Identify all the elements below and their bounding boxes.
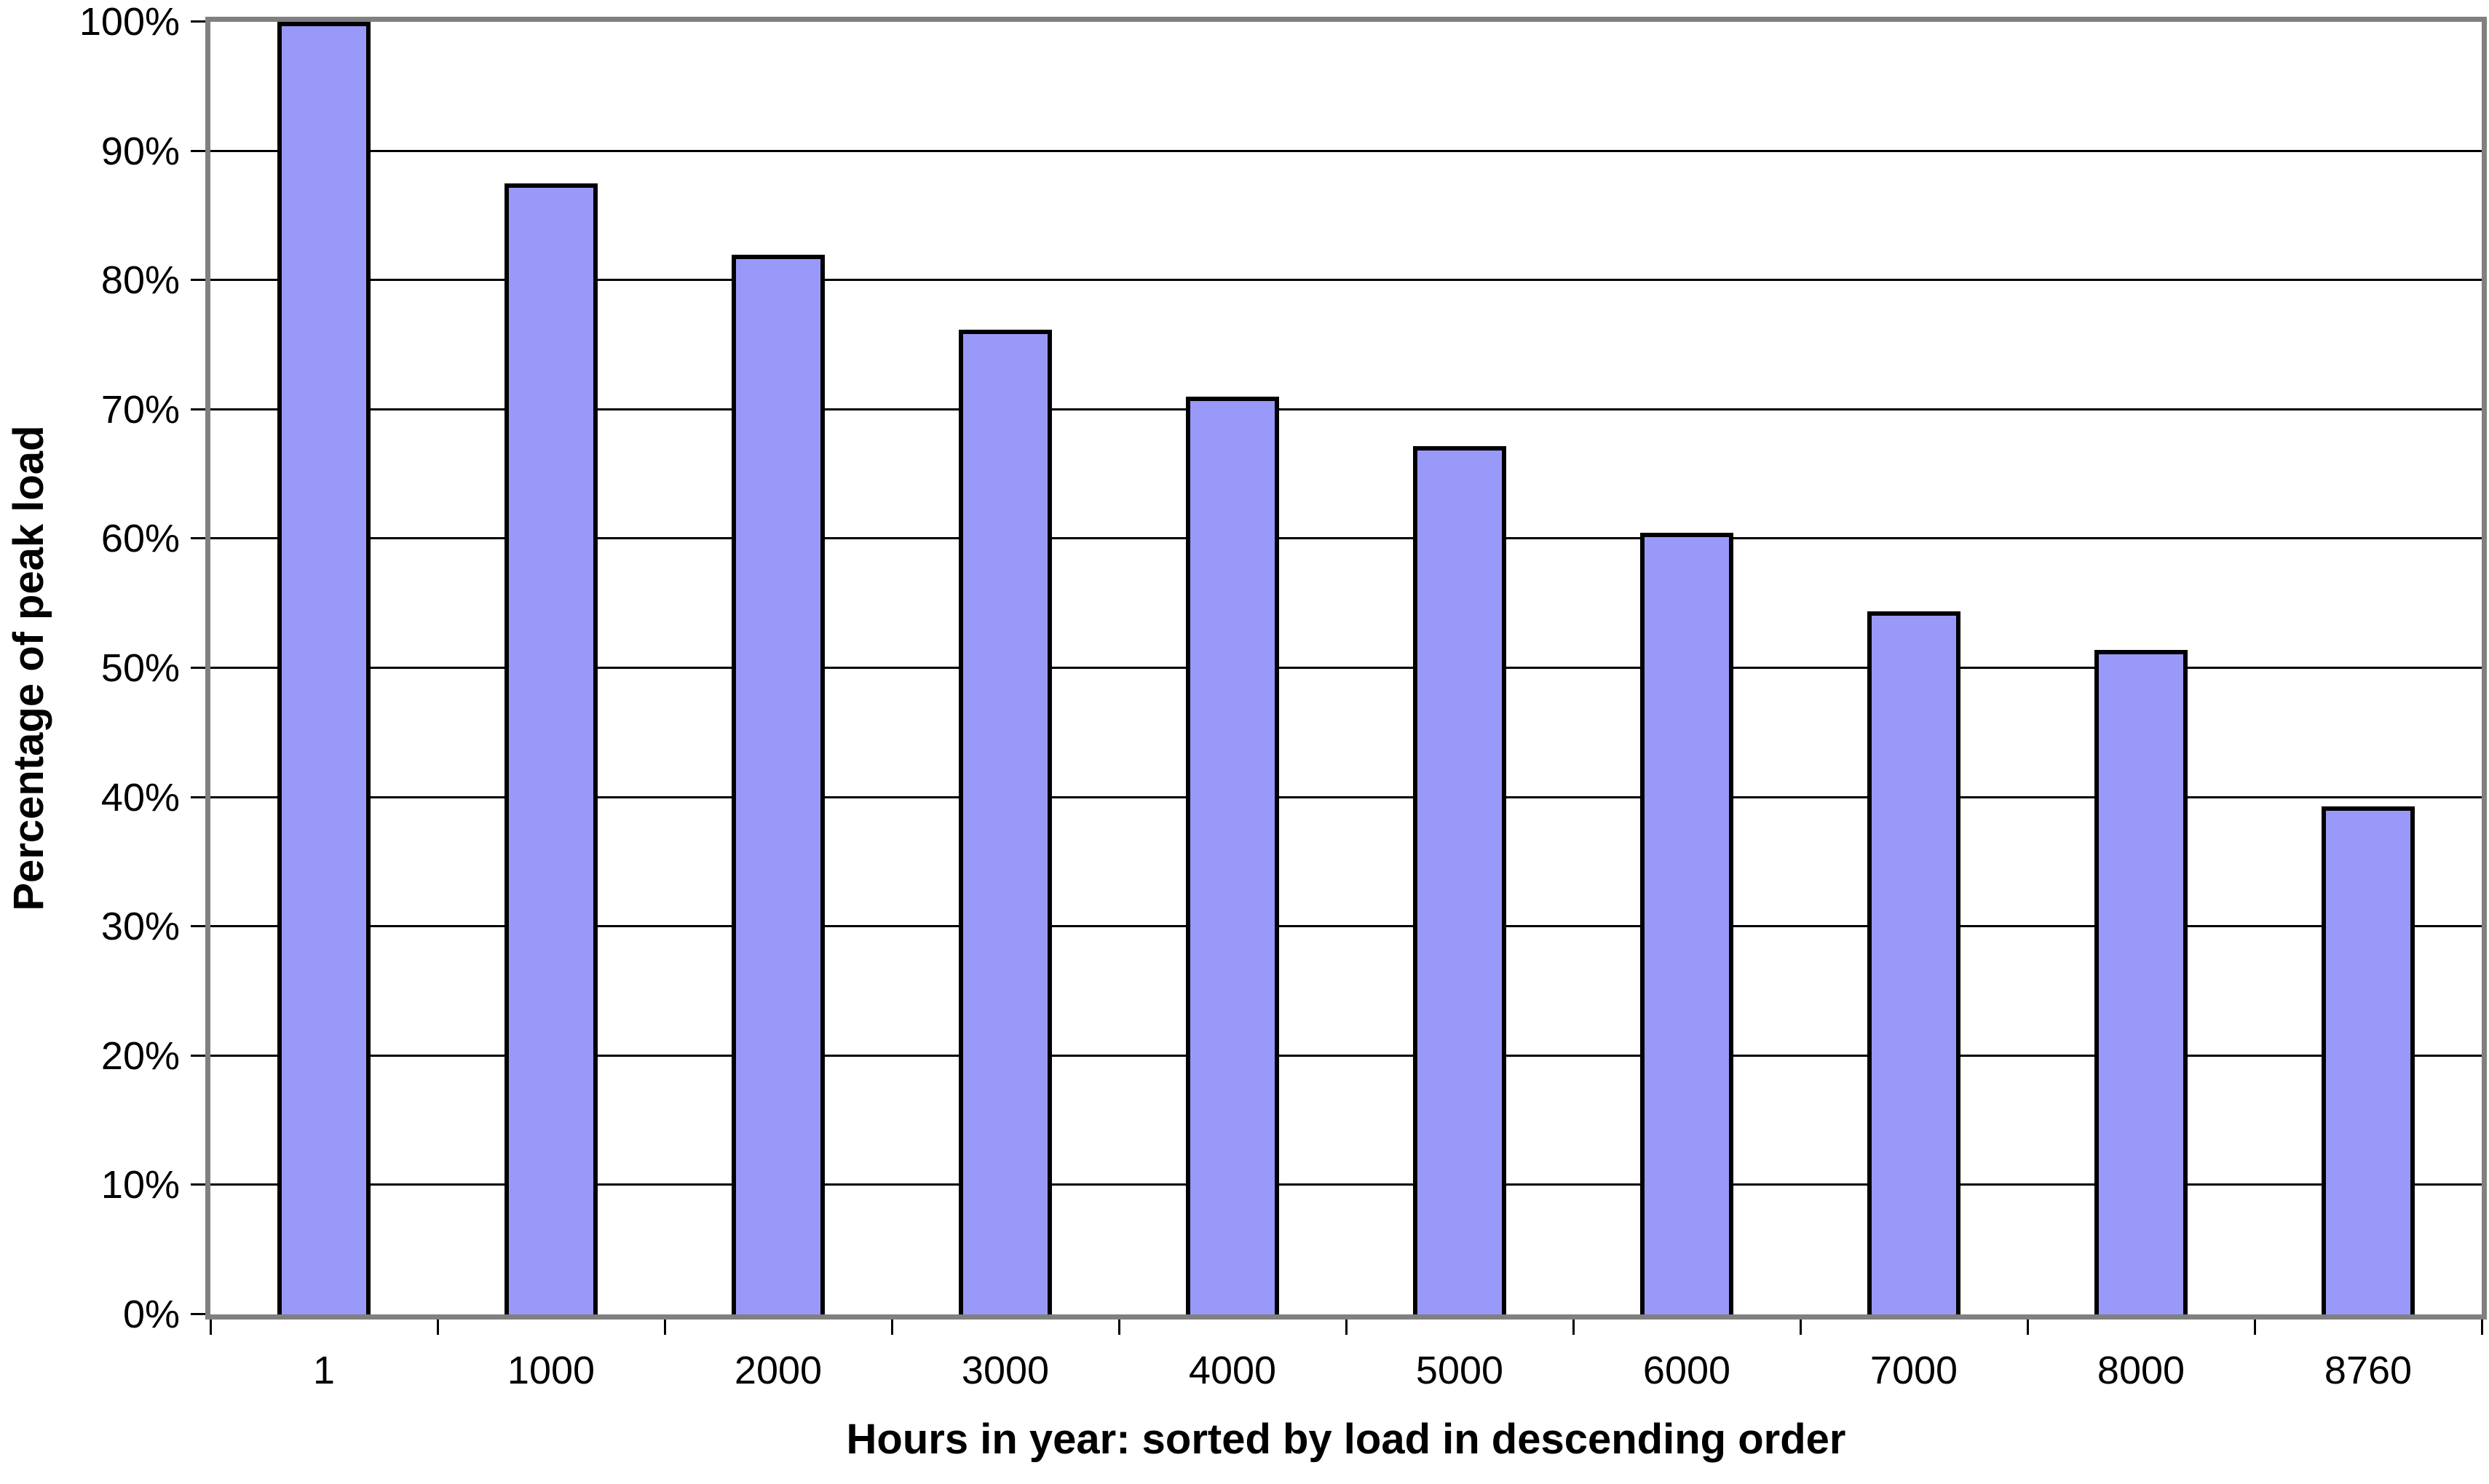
x-axis-tick-1: [437, 1320, 439, 1335]
y-axis-tick-80: [191, 279, 205, 282]
y-axis-tick-30: [191, 925, 205, 928]
y-axis-tick-60: [191, 537, 205, 540]
gridline-70: [210, 408, 2482, 410]
x-tick-label-5000: 5000: [1415, 1349, 1504, 1392]
bar-2000: [732, 254, 825, 1314]
x-axis-tick-4: [1118, 1320, 1120, 1335]
y-axis-tick-10: [191, 1183, 205, 1186]
y-tick-label-0: 0%: [122, 1293, 180, 1336]
x-axis-tick-3: [891, 1320, 893, 1335]
y-tick-label-50: 50%: [100, 646, 180, 690]
y-tick-label-30: 30%: [100, 905, 180, 949]
x-tick-label-7000: 7000: [1869, 1349, 1958, 1392]
y-axis-tick-70: [191, 408, 205, 410]
bar-8760: [2322, 806, 2415, 1314]
x-axis-tick-5: [1345, 1320, 1348, 1335]
y-tick-label-60: 60%: [100, 517, 180, 561]
x-tick-label-8000: 8000: [2097, 1349, 2185, 1392]
bar-1: [277, 22, 371, 1314]
bar-6000: [1639, 532, 1733, 1314]
x-axis-tick-7: [1800, 1320, 1802, 1335]
x-tick-label-1: 1: [312, 1349, 336, 1392]
gridline-50: [210, 667, 2482, 669]
bar-1000: [504, 183, 598, 1314]
bar-8000: [2094, 650, 2188, 1314]
gridline-10: [210, 1183, 2482, 1186]
x-tick-label-2000: 2000: [734, 1349, 823, 1392]
x-axis-tick-2: [664, 1320, 666, 1335]
x-axis-tick-10: [2481, 1320, 2483, 1335]
gridline-90: [210, 149, 2482, 152]
x-axis-title: Hours in year: sorted by load in descend…: [846, 1416, 1846, 1463]
x-tick-label-4000: 4000: [1188, 1349, 1277, 1392]
x-tick-label-6000: 6000: [1642, 1349, 1731, 1392]
x-tick-label-3000: 3000: [961, 1349, 1050, 1392]
x-axis-tick-8: [2027, 1320, 2029, 1335]
x-axis-tick-9: [2254, 1320, 2256, 1335]
bar-4000: [1186, 397, 1279, 1314]
y-tick-label-100: 100%: [79, 0, 180, 44]
plot-area: [191, 17, 2487, 1335]
x-tick-label-8760: 8760: [2324, 1349, 2413, 1392]
y-axis-tick-100: [191, 20, 205, 23]
x-tick-label-1000: 1000: [507, 1349, 595, 1392]
gridline-20: [210, 1054, 2482, 1057]
y-axis-tick-90: [191, 149, 205, 152]
y-axis-tick-40: [191, 795, 205, 798]
y-tick-label-40: 40%: [100, 775, 180, 820]
bar-3000: [959, 329, 1052, 1314]
y-axis-tick-50: [191, 667, 205, 669]
y-tick-label-10: 10%: [100, 1163, 180, 1207]
y-tick-label-20: 20%: [100, 1033, 180, 1078]
gridline-30: [210, 925, 2482, 928]
y-axis-tick-20: [191, 1054, 205, 1057]
gridline-80: [210, 279, 2482, 282]
y-tick-label-70: 70%: [100, 387, 180, 432]
x-axis-tick-6: [1572, 1320, 1575, 1335]
y-tick-label-90: 90%: [100, 129, 180, 173]
gridline-40: [210, 795, 2482, 798]
bar-7000: [1867, 611, 1960, 1314]
gridline-60: [210, 537, 2482, 540]
y-axis-tick-0: [191, 1313, 205, 1315]
y-tick-label-80: 80%: [100, 258, 180, 303]
x-axis-tick-0: [210, 1320, 212, 1335]
bar-5000: [1413, 445, 1506, 1314]
